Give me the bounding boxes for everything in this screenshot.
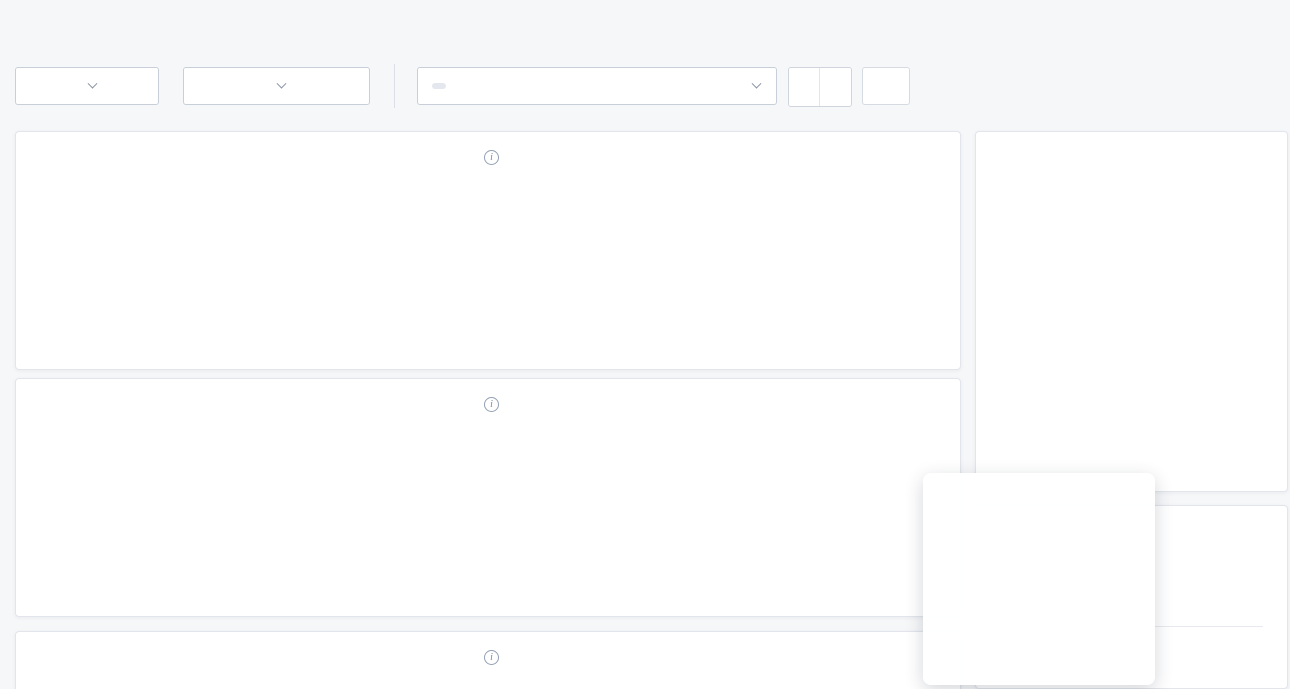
replicas-per-node-card: i bbox=[15, 631, 961, 689]
chevron-down-icon bbox=[87, 78, 97, 89]
sql-queries-card: i bbox=[15, 131, 961, 370]
info-icon[interactable]: i bbox=[484, 397, 499, 412]
controls-divider bbox=[394, 64, 395, 108]
graph-dropdown[interactable] bbox=[15, 67, 159, 105]
now-button[interactable] bbox=[862, 67, 910, 105]
chart-title: i bbox=[16, 392, 960, 412]
summary-card bbox=[975, 131, 1288, 492]
info-icon[interactable]: i bbox=[484, 150, 499, 165]
chevron-down-icon bbox=[751, 78, 762, 89]
summary-title bbox=[976, 132, 1287, 148]
service-latency-card: i bbox=[15, 378, 961, 617]
info-icon[interactable]: i bbox=[484, 650, 499, 665]
time-range-badge bbox=[432, 83, 446, 89]
time-range-selector[interactable] bbox=[417, 67, 777, 105]
chevron-down-icon bbox=[276, 78, 287, 89]
chart-title: i bbox=[16, 145, 960, 165]
prev-range-button[interactable] bbox=[789, 68, 820, 106]
time-nav-group bbox=[788, 67, 852, 107]
chart-tooltip bbox=[923, 473, 1155, 685]
next-range-button[interactable] bbox=[820, 68, 851, 106]
chart-title: i bbox=[16, 645, 960, 665]
dashboard-dropdown[interactable] bbox=[183, 67, 370, 105]
